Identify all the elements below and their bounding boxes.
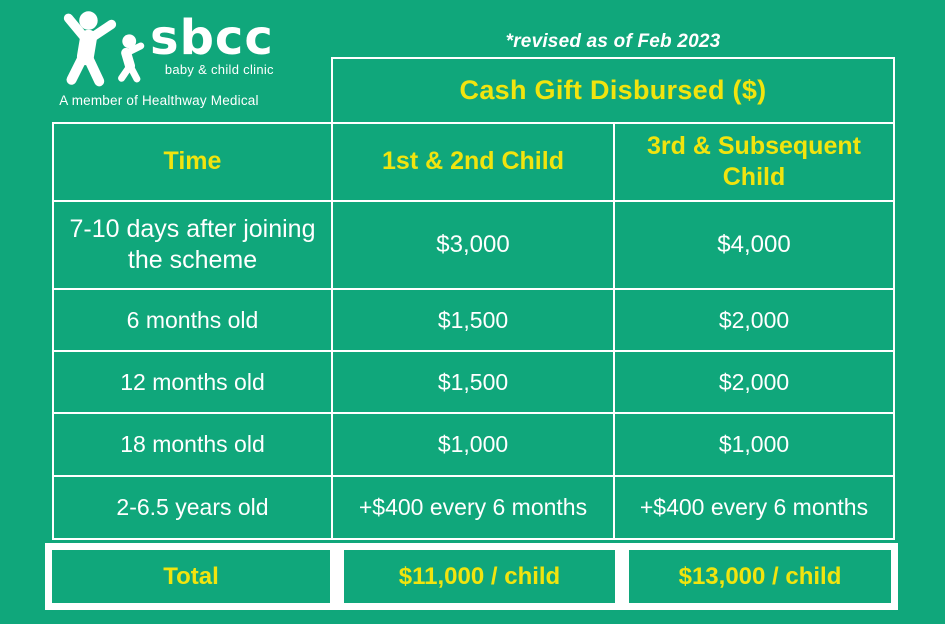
spanning-header-box: Cash Gift Disbursed ($) (331, 57, 895, 122)
table-cell-time: 12 months old (54, 352, 331, 412)
total-row: Total $11,000 / child $13,000 / child (45, 543, 898, 610)
column-header-first-second-child: 1st & 2nd Child (333, 124, 613, 200)
table-cell-amount: $1,000 (615, 414, 893, 475)
revision-note: *revised as of Feb 2023 (505, 31, 721, 52)
table-cell-amount: +$400 every 6 months (615, 477, 893, 538)
brand-tagline: baby & child clinic (164, 61, 274, 77)
table-cell-time: 18 months old (54, 414, 331, 475)
total-first-second-child: $11,000 / child (337, 543, 622, 610)
brand-name: sbcc (150, 10, 274, 66)
table-cell-amount: $2,000 (615, 352, 893, 412)
table-cell-amount: +$400 every 6 months (333, 477, 613, 538)
table-cell-time: 6 months old (54, 290, 331, 350)
table-cell-time: 7-10 days after joining the scheme (54, 202, 331, 288)
table-cell-amount: $3,000 (333, 202, 613, 288)
brand-member-line: A member of Healthway Medical (59, 93, 259, 108)
table-cell-amount: $2,000 (615, 290, 893, 350)
total-third-subsequent-child: $13,000 / child (622, 543, 898, 610)
table-title: Cash Gift Disbursed ($) (459, 75, 767, 105)
cash-gift-table: Time 1st & 2nd Child 3rd & Subsequent Ch… (52, 122, 895, 540)
table-cell-time: 2-6.5 years old (54, 477, 331, 538)
table-cell-amount: $1,000 (333, 414, 613, 475)
table-cell-amount: $4,000 (615, 202, 893, 288)
table-cell-amount: $1,500 (333, 290, 613, 350)
table-cell-amount: $1,500 (333, 352, 613, 412)
column-header-time: Time (54, 124, 331, 200)
parent-child-figures-icon (63, 11, 145, 87)
column-header-third-subsequent-child: 3rd & Subsequent Child (615, 124, 893, 200)
clinic-logo: sbcc baby & child clinic A member of Hea… (50, 10, 275, 108)
total-label: Total (45, 543, 337, 610)
